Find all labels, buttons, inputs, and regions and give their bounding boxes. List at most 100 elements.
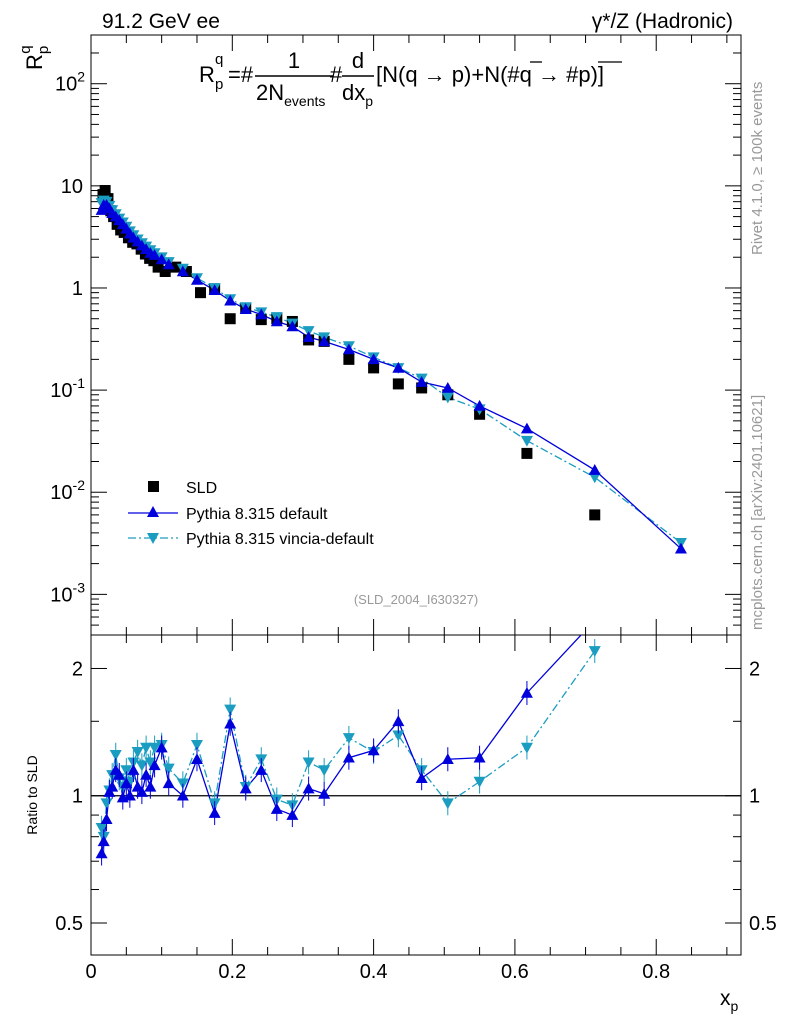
legend-label-sld: SLD bbox=[186, 480, 217, 497]
ratio-vincia-point bbox=[140, 742, 153, 754]
y-tick-label: 10-3 bbox=[50, 579, 85, 606]
ratio-default-point bbox=[255, 764, 268, 775]
ratio-default-point bbox=[144, 780, 157, 792]
ratio-default-point bbox=[162, 777, 175, 789]
ratio-default-point bbox=[95, 847, 108, 859]
title-eq: =# bbox=[228, 62, 254, 87]
ratio-vincia-point bbox=[224, 704, 237, 716]
ratio-vincia-point bbox=[588, 646, 601, 657]
default-point bbox=[270, 315, 283, 327]
ratio-default-point bbox=[97, 835, 110, 847]
sld-point bbox=[180, 266, 192, 277]
vincia-point bbox=[520, 435, 533, 447]
rivet-label: Rivet 4.1.0, ≥ 100k events bbox=[749, 82, 766, 255]
default-point bbox=[302, 331, 315, 342]
y-axis-label-main: R bbox=[22, 54, 47, 70]
ratio-default-point bbox=[176, 789, 189, 801]
title-frac2-num: d bbox=[352, 48, 364, 73]
sld-point bbox=[343, 353, 355, 365]
ratio-vincia-point bbox=[162, 763, 175, 775]
default-point bbox=[286, 320, 299, 332]
ratio-default-point bbox=[270, 803, 283, 814]
x-axis-label: xp bbox=[720, 987, 739, 1014]
svg-text:d: d bbox=[352, 48, 364, 73]
ratio-default-point bbox=[155, 741, 168, 753]
ratio-default-point bbox=[367, 744, 380, 756]
ratio-series-group bbox=[95, 635, 601, 866]
sld-point bbox=[255, 314, 267, 326]
ratio-default-point bbox=[441, 753, 454, 765]
sld-point bbox=[148, 255, 160, 267]
ratio-tick-label: 0.5 bbox=[55, 913, 83, 935]
ratio-vincia-point bbox=[520, 742, 533, 754]
y-tick-label: 1 bbox=[72, 278, 83, 300]
default-point bbox=[224, 294, 237, 306]
sld-point bbox=[152, 261, 164, 273]
svg-text:q: q bbox=[215, 51, 223, 68]
default-point bbox=[155, 253, 168, 265]
x-tick-label: 0 bbox=[85, 961, 96, 983]
ratio-default-point bbox=[473, 751, 486, 763]
y-axis-label-sup: q bbox=[17, 45, 34, 53]
ratio-tick-label-right: 0.5 bbox=[749, 913, 777, 935]
chart-title: R q p =# 1 2Nevents # d dxp [N(q → p)+N(… bbox=[199, 48, 622, 109]
ratio-vincia-point bbox=[109, 749, 122, 761]
default-point bbox=[208, 284, 221, 296]
x-tick-label: 0.4 bbox=[360, 961, 388, 983]
title-frac2-den-sub: p bbox=[365, 93, 373, 109]
mcplots-label: mcplots.cern.ch [arXiv:2401.10621] bbox=[749, 395, 766, 630]
ratio-panel-frame bbox=[90, 634, 742, 956]
ratio-tick-label-right: 2 bbox=[749, 658, 760, 680]
title-lhs-sub: p bbox=[215, 76, 223, 93]
x-axis-label-sub: p bbox=[731, 998, 739, 1014]
title-body: [N(q → p)+N(#q → #p)] bbox=[376, 62, 604, 87]
ratio-vincia-point bbox=[120, 765, 133, 777]
ratio-default-point bbox=[415, 772, 428, 784]
ratio-default-point bbox=[123, 789, 136, 801]
ratio-default-point bbox=[302, 782, 315, 794]
ratio-default-point bbox=[342, 751, 355, 763]
ratio-vincia-point bbox=[135, 760, 148, 772]
ratio-vincia-point bbox=[190, 739, 203, 751]
ratio-vincia-point bbox=[392, 730, 405, 742]
legend-marker-default bbox=[147, 506, 159, 517]
ratio-vincia-line bbox=[100, 650, 596, 837]
default-point bbox=[148, 249, 161, 260]
ratio-default-point bbox=[286, 809, 299, 820]
title-frac1-den-sub: events bbox=[284, 93, 325, 109]
ratio-vincia-point bbox=[144, 757, 157, 769]
svg-text:p: p bbox=[215, 76, 223, 93]
sld-point bbox=[195, 287, 207, 299]
title-hash2: # bbox=[330, 62, 343, 87]
reference-label: (SLD_2004_I630327) bbox=[354, 592, 478, 607]
y-tick-label: 10-2 bbox=[50, 477, 85, 504]
main-plot-area bbox=[95, 185, 687, 554]
ratio-default-point bbox=[106, 780, 119, 792]
ratio-default-point bbox=[392, 715, 405, 727]
svg-text:=#: =# bbox=[228, 62, 254, 87]
ratio-vincia-point bbox=[148, 742, 161, 754]
ratio-default-point bbox=[190, 753, 203, 765]
default-point bbox=[520, 422, 533, 434]
title-lhs-sup: q bbox=[215, 51, 223, 68]
ratio-tick-label: 2 bbox=[72, 658, 83, 680]
title-lhs: R bbox=[199, 62, 215, 87]
legend-marker-sld bbox=[148, 481, 159, 492]
ratio-vincia-point bbox=[131, 747, 144, 758]
ratio-default-point bbox=[120, 777, 133, 789]
default-point bbox=[441, 381, 454, 393]
x-tick-label: 0.2 bbox=[218, 961, 246, 983]
sld-point bbox=[416, 382, 428, 394]
ratio-default-point bbox=[135, 786, 148, 797]
svg-text:R: R bbox=[199, 62, 215, 87]
ratio-default-point bbox=[224, 717, 237, 729]
default-point bbox=[342, 343, 355, 355]
svg-text:1: 1 bbox=[288, 48, 300, 73]
sld-point bbox=[99, 185, 111, 197]
sld-point bbox=[521, 447, 533, 459]
header-right: γ*/Z (Hadronic) bbox=[592, 10, 733, 33]
ratio-default-point bbox=[140, 768, 153, 780]
sld-point bbox=[589, 509, 601, 521]
ratio-default-point bbox=[520, 686, 533, 698]
